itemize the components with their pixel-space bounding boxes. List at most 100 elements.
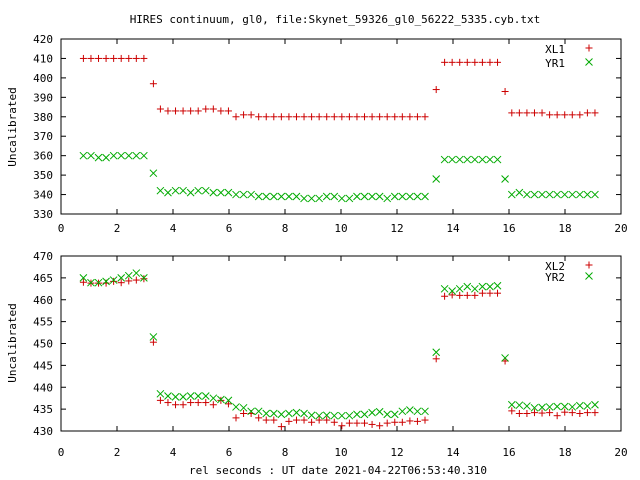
data-point-xl1 [441, 58, 449, 66]
data-point-yr1 [530, 190, 539, 199]
data-point-yr2 [315, 411, 324, 420]
data-point-yr2 [337, 411, 346, 420]
data-point-xl2 [421, 416, 429, 424]
data-point-xl1 [300, 113, 308, 121]
data-point-yr2 [209, 394, 218, 403]
data-point-yr1 [583, 190, 592, 199]
data-point-xl1 [391, 113, 399, 121]
top-y-axis-label: Uncalibrated [6, 87, 19, 166]
series-yr2 [79, 269, 599, 420]
data-point-yr2 [501, 354, 509, 362]
data-point-xl2 [515, 410, 523, 417]
data-point-yr1 [239, 190, 248, 199]
data-point-yr2 [455, 284, 464, 293]
data-point-xl1 [194, 107, 202, 115]
data-point-yr2 [538, 403, 546, 412]
data-point-xl2 [508, 407, 516, 415]
data-point-yr2 [553, 402, 562, 411]
data-point-yr2 [413, 407, 422, 416]
data-point-xl2 [353, 419, 361, 427]
data-point-yr1 [553, 190, 562, 199]
legend-marker-yr1 [585, 58, 593, 66]
data-point-xl1 [383, 113, 391, 121]
x-tick-label: 10 [334, 222, 347, 235]
data-point-xl2 [441, 292, 449, 300]
data-point-xl2 [530, 409, 538, 417]
data-point-xl1 [270, 113, 278, 121]
x-tick-label: 20 [614, 222, 627, 235]
data-point-yr2 [171, 393, 180, 401]
chart-title: HIRES continuum, gl0, file:Skynet_59326_… [130, 13, 541, 26]
data-point-yr1 [315, 194, 324, 203]
data-point-xl1 [494, 58, 502, 66]
data-point-yr1 [375, 192, 384, 201]
y-tick-label: 460 [33, 294, 53, 307]
data-point-xl1 [576, 111, 584, 119]
data-point-xl1 [338, 113, 346, 121]
data-point-yr1 [224, 188, 233, 197]
data-point-xl1 [117, 54, 125, 62]
data-point-xl2 [448, 291, 456, 299]
data-point-yr1 [440, 155, 449, 164]
data-point-xl1 [209, 105, 217, 113]
data-point-yr1 [247, 190, 255, 199]
legend-label-yr2: YR2 [545, 271, 565, 284]
data-point-xl1 [463, 58, 471, 66]
y-tick-label: 370 [33, 130, 53, 143]
x-tick-label: 2 [114, 222, 121, 235]
data-point-yr1 [277, 192, 286, 201]
top-panel: 0 2 4 6 8 10 12 14 16 18 20 330 340 350 360 370 380 390 40… [6, 33, 628, 235]
data-point-xl1 [217, 107, 225, 115]
data-point-yr2 [463, 282, 472, 291]
data-point-yr1 [470, 155, 479, 164]
data-point-xl2 [194, 399, 202, 407]
data-point-xl2 [224, 400, 232, 408]
data-point-xl1 [240, 111, 248, 119]
data-point-xl2 [471, 291, 479, 299]
data-point-yr2 [186, 392, 195, 400]
legend-label-xl1: XL1 [545, 43, 565, 56]
data-point-yr1 [413, 192, 422, 201]
data-point-yr2 [307, 411, 316, 420]
data-point-yr2 [262, 409, 271, 418]
data-point-yr1 [455, 155, 464, 164]
x-tick-label: 12 [390, 222, 403, 235]
data-point-xl1 [471, 58, 479, 66]
data-point-yr1 [591, 190, 599, 199]
data-point-yr1 [285, 192, 293, 201]
data-point-xl1 [591, 109, 599, 117]
data-point-yr1 [575, 190, 584, 199]
legend-marker-xl2 [585, 261, 593, 269]
data-point-yr2 [102, 277, 110, 286]
data-point-xl1 [561, 111, 569, 119]
data-point-xl1 [187, 107, 195, 115]
x-tick-label: 4 [170, 222, 177, 235]
data-point-yr2 [383, 410, 392, 419]
data-point-yr2 [390, 410, 399, 419]
data-point-yr2 [269, 409, 278, 418]
data-point-yr2 [149, 333, 158, 341]
bottom-legend: XL2 YR2 [545, 260, 593, 284]
data-point-xl2 [463, 291, 471, 299]
data-point-yr2 [515, 401, 524, 410]
data-point-yr2 [254, 407, 263, 416]
data-point-yr1 [486, 155, 494, 164]
bottom-y-axis-label: Uncalibrated [6, 303, 19, 382]
data-point-xl2 [583, 409, 591, 417]
data-point-xl1 [448, 58, 456, 66]
x-tick-label: 16 [502, 446, 515, 459]
data-point-yr2 [486, 282, 494, 291]
data-point-xl1 [102, 54, 110, 62]
data-point-xl1 [501, 88, 509, 95]
legend-marker-xl1 [585, 44, 593, 52]
data-point-yr1 [149, 169, 158, 178]
data-point-yr2 [194, 392, 203, 400]
data-point-xl2 [345, 419, 353, 427]
data-point-xl2 [361, 419, 369, 427]
data-point-yr1 [171, 186, 180, 195]
data-point-yr2 [94, 278, 103, 287]
y-tick-label: 330 [33, 208, 53, 221]
bottom-x-axis-label: rel seconds : UT date 2021-04-22T06:53:4… [189, 464, 487, 477]
y-tick-label: 390 [33, 91, 53, 104]
data-point-yr2 [478, 282, 487, 291]
